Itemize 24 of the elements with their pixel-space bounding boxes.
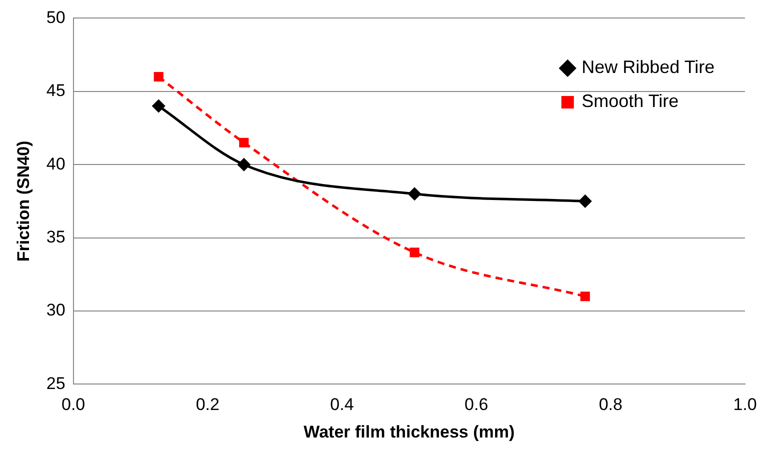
y-axis-title: Friction (SN40) (14, 140, 33, 262)
point (152, 100, 165, 112)
legend-label: Smooth Tire (582, 91, 679, 112)
y-tick-label: 40 (46, 154, 66, 174)
y-tick-label: 25 (46, 374, 66, 393)
legend-label: New Ribbed Tire (582, 57, 715, 78)
point (408, 188, 421, 200)
x-tick-label: 0.4 (330, 395, 354, 414)
x-tick-label: 1.0 (733, 395, 757, 414)
x-tick-label: 0.8 (598, 395, 622, 414)
point (154, 72, 164, 82)
y-tick-label: 45 (46, 81, 66, 100)
point (578, 194, 592, 208)
x-tick-label: 0.2 (196, 395, 220, 414)
y-tick-label: 30 (46, 300, 66, 320)
point (580, 292, 590, 302)
x-tick-label: 0.0 (61, 395, 86, 414)
point (410, 248, 420, 258)
y-tick-label: 50 (46, 8, 66, 27)
point (238, 158, 250, 171)
y-tick-label: 35 (46, 227, 66, 246)
x-axis-title: Water film thickness (mm) (304, 422, 515, 442)
x-tick-label: 0.6 (464, 395, 488, 414)
point (239, 138, 249, 148)
